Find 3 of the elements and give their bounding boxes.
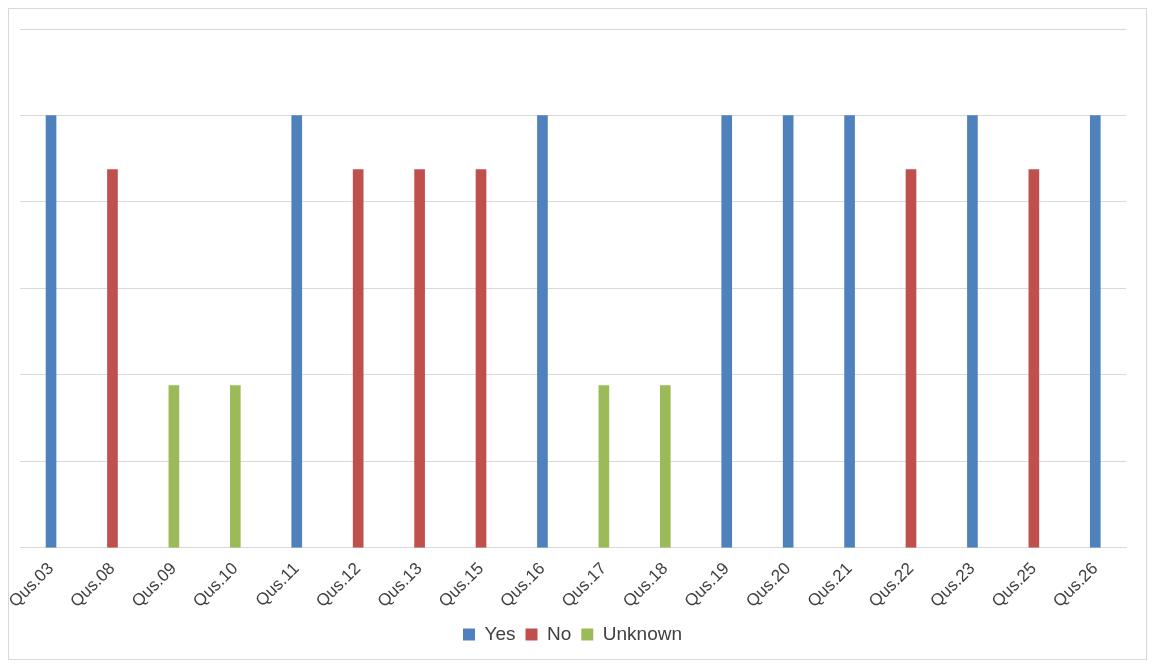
- legend-label: No: [547, 622, 572, 644]
- legend-label: Yes: [484, 622, 516, 644]
- legend-label: Unknown: [602, 622, 683, 644]
